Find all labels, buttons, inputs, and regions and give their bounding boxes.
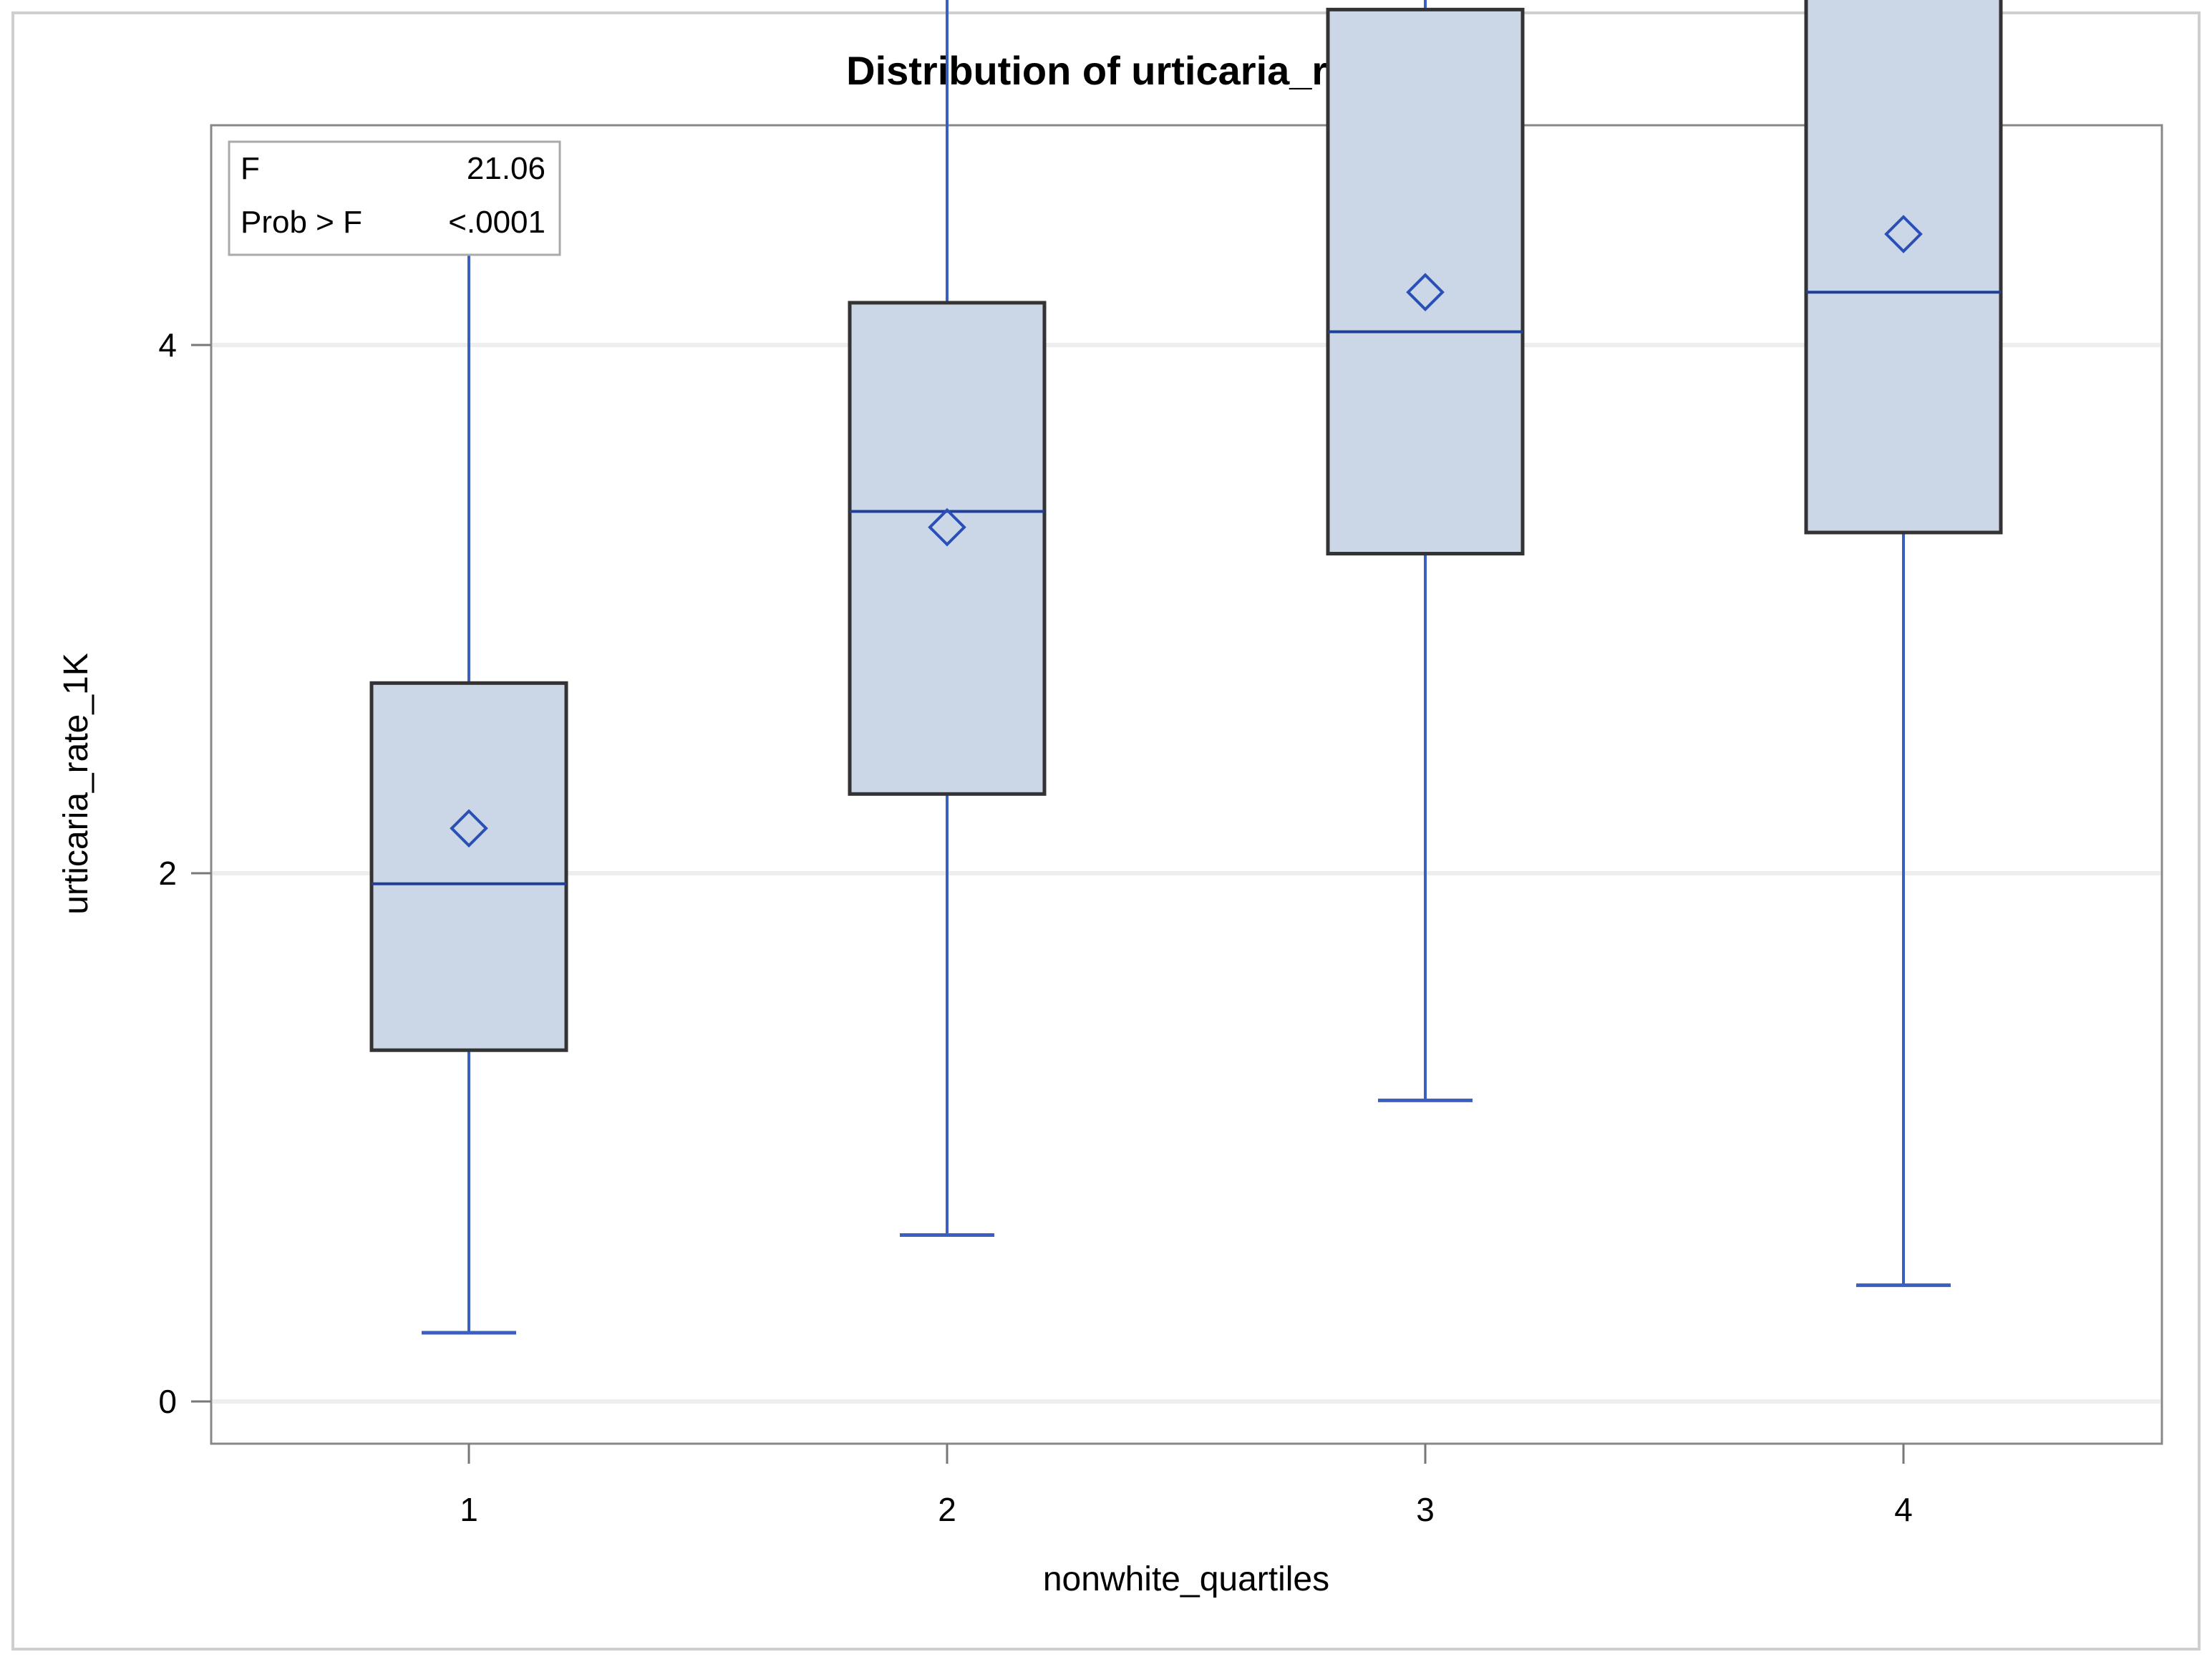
box-1 [369, 681, 568, 1052]
box-group-2 [848, 0, 1047, 1238]
box-group-1 [369, 147, 568, 1335]
x-axis-label: nonwhite_quartiles [1043, 1560, 1329, 1598]
box-4 [1804, 0, 2003, 535]
stats-inset-frame [228, 140, 561, 256]
box-group-3 [1326, 0, 1525, 1102]
mean-marker-1 [450, 809, 488, 848]
stats-p-value: <.0001 [448, 205, 545, 240]
y-axis-label: urticaria_rate_1K [57, 653, 95, 915]
x-tick-label-1: 1 [460, 1491, 478, 1528]
stats-f-value: 21.06 [467, 151, 545, 186]
stats-p-label: Prob > F [241, 205, 362, 240]
y-tick-label-2: 2 [158, 855, 177, 892]
x-tick-label-4: 4 [1894, 1491, 1913, 1528]
box-3 [1326, 7, 1525, 556]
mean-marker-2 [928, 507, 966, 547]
x-tick-label-3: 3 [1416, 1491, 1435, 1528]
box-2 [848, 301, 1047, 796]
box-group-4 [1804, 0, 2003, 1288]
mean-marker-4 [1884, 215, 1923, 253]
x-tick-label-2: 2 [938, 1491, 956, 1528]
mean-marker-3 [1406, 273, 1445, 312]
y-tick-label-0: 0 [158, 1383, 177, 1420]
boxes [369, 0, 2003, 1335]
axes: 024681234 [158, 326, 1913, 1528]
y-tick-label-4: 4 [158, 326, 177, 364]
stats-inset: F 21.06 Prob > F <.0001 [228, 140, 561, 256]
stats-f-label: F [241, 151, 260, 186]
